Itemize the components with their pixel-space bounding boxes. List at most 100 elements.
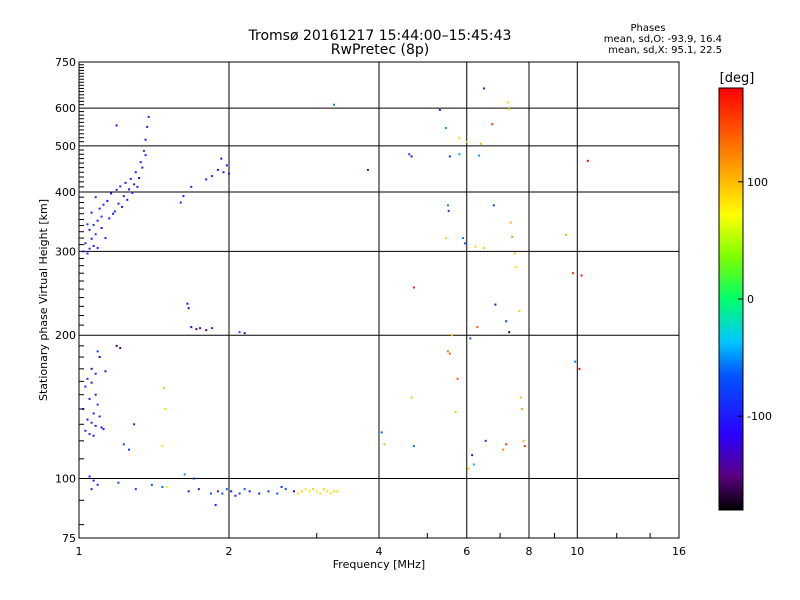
scatter-point bbox=[308, 490, 311, 493]
scatter-point bbox=[88, 397, 91, 400]
scatter-point bbox=[479, 142, 482, 145]
scatter-point bbox=[94, 372, 97, 375]
scatter-point bbox=[267, 490, 270, 493]
scatter-point bbox=[108, 217, 111, 220]
chart-title: Tromsø 20161217 15:44:00–15:45:43 bbox=[248, 28, 512, 44]
scatter-point bbox=[115, 344, 118, 347]
scatter-point bbox=[383, 443, 386, 446]
y-tick-label: 400 bbox=[55, 186, 76, 199]
scatter-point bbox=[248, 490, 251, 493]
scatter-point bbox=[523, 445, 526, 448]
scatter-point bbox=[187, 490, 190, 493]
scatter-point bbox=[292, 490, 295, 493]
scatter-point bbox=[92, 434, 95, 437]
scatter-point bbox=[122, 443, 125, 446]
scatter-point bbox=[133, 183, 136, 186]
scatter-point bbox=[86, 252, 89, 255]
scatter-point bbox=[150, 483, 153, 486]
colorbar-tick-label: 0 bbox=[747, 293, 754, 306]
scatter-point bbox=[258, 492, 261, 495]
scatter-point bbox=[580, 274, 583, 277]
scatter-point bbox=[502, 448, 505, 451]
scatter-point bbox=[138, 176, 141, 179]
scatter-point bbox=[128, 188, 131, 191]
scatter-point bbox=[141, 166, 144, 169]
scatter-point bbox=[98, 415, 101, 418]
scatter-point bbox=[329, 492, 332, 495]
scatter-point bbox=[574, 360, 577, 363]
scatter-point bbox=[96, 350, 99, 353]
scatter-point bbox=[86, 377, 89, 380]
scatter-point bbox=[484, 439, 487, 442]
scatter-point bbox=[88, 247, 91, 250]
stats-heading: Phases bbox=[630, 23, 665, 34]
scatter-point bbox=[312, 488, 315, 491]
scatter-point bbox=[88, 475, 91, 478]
scatter-point bbox=[96, 247, 99, 250]
scatter-point bbox=[448, 155, 451, 158]
y-tick-label: 100 bbox=[55, 473, 76, 486]
scatter-point bbox=[90, 488, 93, 491]
scatter-point bbox=[238, 331, 241, 334]
scatter-point bbox=[467, 467, 470, 470]
stats-o-mode: mean, sd,O: -93.9, 16.4 bbox=[604, 34, 722, 45]
scatter-point bbox=[234, 494, 237, 497]
scatter-point bbox=[94, 424, 97, 427]
scatter-point bbox=[90, 237, 93, 240]
y-axis-ticks: 75 100 200 300 400 500 600 750 bbox=[55, 56, 84, 545]
scatter-point bbox=[478, 154, 481, 157]
scatter-point bbox=[90, 381, 93, 384]
scatter-point bbox=[483, 247, 486, 250]
scatter-point bbox=[221, 492, 224, 495]
scatter-point bbox=[491, 123, 494, 126]
scatter-point bbox=[186, 302, 189, 305]
scatter-point bbox=[179, 201, 182, 204]
scatter-point bbox=[450, 334, 453, 337]
scatter-point bbox=[131, 191, 134, 194]
scatter-point bbox=[412, 286, 415, 289]
scatter-point bbox=[483, 87, 486, 90]
scatter-point bbox=[494, 303, 497, 306]
scatter-point bbox=[336, 490, 339, 493]
scatter-point bbox=[86, 223, 89, 226]
x-axis-ticks: 1 2 4 6 8 10 16 bbox=[76, 533, 686, 558]
scatter-point bbox=[94, 393, 97, 396]
scatter-point bbox=[115, 188, 118, 191]
scatter-point bbox=[446, 204, 449, 207]
scatter-point bbox=[111, 212, 114, 215]
scatter-point bbox=[183, 473, 186, 476]
scatter-point bbox=[412, 445, 415, 448]
scatter-point bbox=[380, 431, 383, 434]
scatter-point bbox=[326, 490, 329, 493]
x-tick-label: 6 bbox=[463, 545, 470, 558]
scatter-point bbox=[119, 185, 122, 188]
scatter-point bbox=[410, 396, 413, 399]
x-tick-label: 8 bbox=[526, 545, 533, 558]
scatter-point bbox=[129, 177, 132, 180]
x-tick-label: 16 bbox=[672, 545, 686, 558]
scatter-point bbox=[147, 115, 150, 118]
scatter-point bbox=[190, 185, 193, 188]
scatter-point bbox=[284, 488, 287, 491]
scatter-point bbox=[514, 252, 517, 255]
scatter-point bbox=[465, 140, 468, 143]
scatter-point bbox=[447, 209, 450, 212]
scatter-point bbox=[508, 108, 511, 111]
colorbar-tick-label: -100 bbox=[747, 410, 772, 423]
scatter-point bbox=[505, 320, 508, 323]
plot-area-frame bbox=[78, 61, 680, 539]
scatter-point bbox=[565, 233, 568, 236]
scatter-point bbox=[238, 492, 241, 495]
scatter-point bbox=[121, 205, 124, 208]
scatter-point bbox=[162, 386, 165, 389]
scatter-point bbox=[92, 244, 95, 247]
scatter-point bbox=[88, 228, 91, 231]
scatter-point bbox=[578, 367, 581, 370]
scatter-point bbox=[106, 199, 109, 202]
scatter-point bbox=[220, 157, 223, 160]
scatter-point bbox=[199, 327, 202, 330]
scatter-point bbox=[518, 309, 521, 312]
scatter-point bbox=[296, 492, 299, 495]
scatter-point bbox=[225, 488, 228, 491]
scatter-point bbox=[225, 164, 228, 167]
